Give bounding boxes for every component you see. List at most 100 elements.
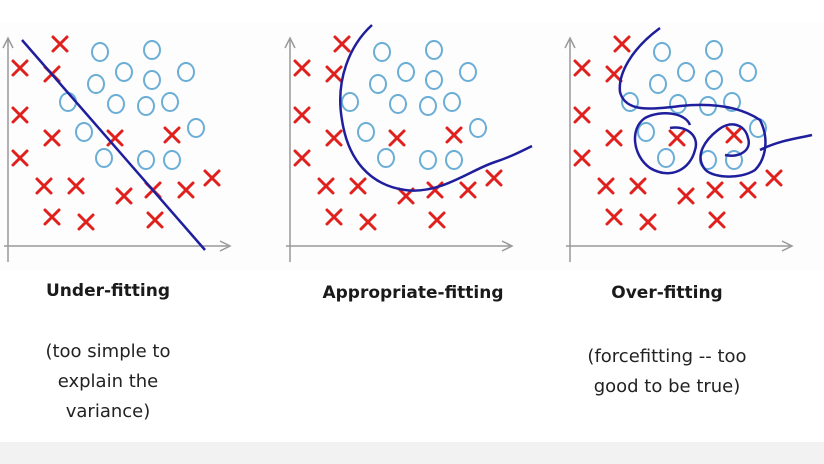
- circle-point: [419, 150, 437, 170]
- circle-point: [107, 94, 125, 114]
- circle-point: [669, 94, 687, 114]
- footer-band: [0, 442, 824, 464]
- circle-point: [397, 62, 415, 82]
- cross-point: [115, 187, 133, 205]
- circle-point: [377, 148, 395, 168]
- cross-point: [428, 211, 446, 229]
- cross-point: [725, 126, 743, 144]
- cross-point: [639, 213, 657, 231]
- cross-point: [668, 129, 686, 147]
- circle-point: [177, 62, 195, 82]
- cross-point: [67, 177, 85, 195]
- cross-point: [605, 208, 623, 226]
- circle-point: [91, 42, 109, 62]
- cross-point: [388, 129, 406, 147]
- circle-point: [723, 92, 741, 112]
- underfit-line: [21, 39, 206, 251]
- circle-point: [187, 118, 205, 138]
- cross-point: [77, 213, 95, 231]
- circle-point: [739, 62, 757, 82]
- circle-point: [677, 62, 695, 82]
- cross-point: [573, 106, 591, 124]
- panel-caption: (too simple to: [45, 341, 170, 362]
- circle-point: [373, 42, 391, 62]
- cross-point: [349, 177, 367, 195]
- circle-point: [657, 148, 675, 168]
- circle-point: [137, 96, 155, 116]
- cross-point: [146, 211, 164, 229]
- circle-point: [649, 74, 667, 94]
- labels: Under-fitting (too simple to explain the va…: [45, 281, 746, 422]
- axis-arrows: [2, 36, 232, 252]
- cross-point: [293, 106, 311, 124]
- cross-point: [293, 149, 311, 167]
- cross-point: [706, 181, 724, 199]
- cross-point: [613, 35, 631, 53]
- cross-point: [459, 181, 477, 199]
- circle-point: [161, 92, 179, 112]
- panel-caption: good to be true): [594, 376, 741, 397]
- cross-point: [43, 129, 61, 147]
- circle-point: [357, 122, 375, 142]
- cross-point: [11, 106, 29, 124]
- figure-area: [0, 22, 824, 270]
- axes: [566, 40, 790, 262]
- circle-point: [87, 74, 105, 94]
- circle-point: [469, 118, 487, 138]
- cross-point: [325, 208, 343, 226]
- panel-caption: explain the: [58, 371, 159, 392]
- circle-point: [445, 150, 463, 170]
- axes: [4, 40, 228, 262]
- cross-point: [11, 149, 29, 167]
- cross-point: [325, 65, 343, 83]
- cross-point: [597, 177, 615, 195]
- cross-point: [359, 213, 377, 231]
- cross-point: [573, 59, 591, 77]
- cross-point: [163, 126, 181, 144]
- cross-point: [677, 187, 695, 205]
- circle-point: [115, 62, 133, 82]
- cross-point: [293, 59, 311, 77]
- cross-point: [605, 65, 623, 83]
- cross-point: [43, 208, 61, 226]
- circle-point: [143, 70, 161, 90]
- circle-point: [653, 42, 671, 62]
- cross-point: [203, 169, 221, 187]
- cross-point: [35, 177, 53, 195]
- panel-title: Appropriate-fitting: [322, 283, 503, 303]
- circle-point: [425, 40, 443, 60]
- circle-point: [725, 150, 743, 170]
- circle-point: [705, 40, 723, 60]
- axes: [286, 40, 510, 262]
- circle-point: [419, 96, 437, 116]
- circle-point: [369, 74, 387, 94]
- overfit-curve: [618, 26, 813, 178]
- circle-point: [75, 122, 93, 142]
- circle-point: [137, 150, 155, 170]
- cross-point: [11, 59, 29, 77]
- cross-point: [317, 177, 335, 195]
- cross-point: [333, 35, 351, 53]
- circle-point: [95, 148, 113, 168]
- panel-caption: variance): [66, 401, 151, 422]
- cross-point: [629, 177, 647, 195]
- circle-point: [705, 70, 723, 90]
- circle-point: [163, 150, 181, 170]
- circle-point: [389, 94, 407, 114]
- plots: [2, 35, 794, 262]
- fit-curve: [339, 24, 533, 192]
- cross-point: [708, 211, 726, 229]
- circle-point: [425, 70, 443, 90]
- circle-point: [459, 62, 477, 82]
- circle-point: [443, 92, 461, 112]
- circle-point: [621, 92, 639, 112]
- cross-point: [325, 129, 343, 147]
- axis-arrows: [564, 36, 794, 252]
- panel-title: Under-fitting: [46, 281, 170, 301]
- axis-arrows: [284, 36, 514, 252]
- cross-point: [765, 169, 783, 187]
- circle-point: [341, 92, 359, 112]
- cross-point: [739, 181, 757, 199]
- cross-point: [445, 126, 463, 144]
